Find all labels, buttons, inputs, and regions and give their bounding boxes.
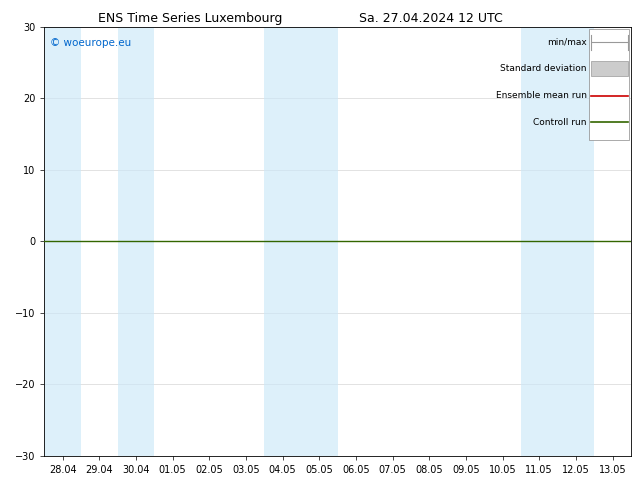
Text: Controll run: Controll run <box>533 118 587 126</box>
Text: Sa. 27.04.2024 12 UTC: Sa. 27.04.2024 12 UTC <box>359 12 503 25</box>
Bar <box>44 27 81 456</box>
Text: min/max: min/max <box>547 38 587 47</box>
Bar <box>118 27 154 456</box>
Bar <box>591 61 628 76</box>
Bar <box>264 27 337 456</box>
Bar <box>521 27 594 456</box>
Text: ENS Time Series Luxembourg: ENS Time Series Luxembourg <box>98 12 282 25</box>
Text: Ensemble mean run: Ensemble mean run <box>496 91 587 100</box>
Bar <box>589 29 629 140</box>
Text: © woeurope.eu: © woeurope.eu <box>50 38 131 48</box>
Text: Standard deviation: Standard deviation <box>500 65 587 74</box>
